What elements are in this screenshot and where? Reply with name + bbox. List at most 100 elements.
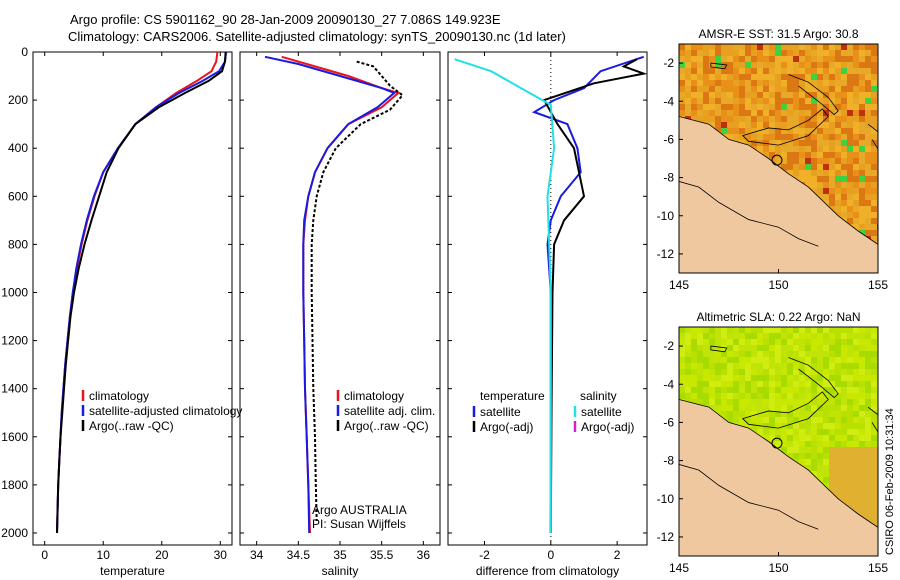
map-cell <box>835 381 841 387</box>
map-cell <box>817 128 823 134</box>
map-cell <box>787 98 793 104</box>
map-cell <box>787 68 793 74</box>
map-cell <box>859 86 865 92</box>
map-cell <box>835 104 841 110</box>
map-cell <box>865 194 871 200</box>
map-cell <box>799 134 805 140</box>
map-cell <box>769 92 775 98</box>
map-cell <box>835 170 841 176</box>
map-cell <box>829 339 835 345</box>
map-cell <box>871 164 877 170</box>
map-cell <box>865 50 871 56</box>
map-cell <box>847 411 853 417</box>
map-cell <box>763 381 769 387</box>
map-cell <box>787 104 793 110</box>
map-cell <box>757 56 763 62</box>
map-cell <box>715 339 721 345</box>
map-cell <box>805 62 811 68</box>
map-cell <box>757 116 763 122</box>
map-cell <box>847 471 853 477</box>
map-cell <box>823 92 829 98</box>
map-cell <box>751 116 757 122</box>
map-cell <box>823 86 829 92</box>
map-cell <box>703 357 709 363</box>
map-cell <box>841 333 847 339</box>
map-cell <box>721 399 727 405</box>
map-cell <box>805 393 811 399</box>
map-cell <box>793 411 799 417</box>
map-cell <box>841 194 847 200</box>
map-cell <box>739 411 745 417</box>
map-cell <box>799 50 805 56</box>
map-cell <box>865 176 871 182</box>
map-cell <box>793 393 799 399</box>
map-cell <box>691 345 697 351</box>
map-cell <box>763 435 769 441</box>
map-cell <box>835 387 841 393</box>
map-cell <box>829 206 835 212</box>
map-cell <box>859 417 865 423</box>
map-cell <box>823 164 829 170</box>
map-cell <box>817 104 823 110</box>
map-cell <box>829 146 835 152</box>
map-cell <box>835 351 841 357</box>
map-cell <box>793 128 799 134</box>
map-cell <box>757 50 763 56</box>
map-cell <box>715 98 721 104</box>
map-cell <box>835 164 841 170</box>
map-cell <box>865 164 871 170</box>
map-cell <box>841 68 847 74</box>
map-cell <box>793 122 799 128</box>
map-cell <box>871 170 877 176</box>
map-cell <box>817 375 823 381</box>
map-cell <box>859 507 865 513</box>
map-cell <box>727 56 733 62</box>
map-cell <box>859 345 865 351</box>
map-y-tick-label: -10 <box>657 492 675 506</box>
map-cell <box>745 98 751 104</box>
map-cell <box>853 218 859 224</box>
map-cell <box>793 50 799 56</box>
map-cell <box>865 212 871 218</box>
map-cell <box>865 387 871 393</box>
map-cell <box>871 110 877 116</box>
x-tick-label: -2 <box>479 548 490 562</box>
map-cell <box>769 116 775 122</box>
map-cell <box>769 86 775 92</box>
map-cell <box>697 351 703 357</box>
legend-label: Argo(..raw -QC) <box>344 419 429 433</box>
map-cell <box>787 92 793 98</box>
map-cell <box>709 381 715 387</box>
map-cell <box>775 393 781 399</box>
map-cell <box>697 68 703 74</box>
map-cell <box>817 92 823 98</box>
map-cell <box>859 495 865 501</box>
map-cell <box>763 74 769 80</box>
map-cell <box>865 128 871 134</box>
map-cell <box>805 44 811 50</box>
map-cell <box>721 74 727 80</box>
map-cell <box>763 56 769 62</box>
map-cell <box>763 333 769 339</box>
map-cell <box>763 375 769 381</box>
map-cell <box>691 351 697 357</box>
map-cell <box>829 447 835 453</box>
map-cell <box>823 345 829 351</box>
map-cell <box>859 447 865 453</box>
map-cell <box>841 411 847 417</box>
map-cell <box>793 333 799 339</box>
map-cell <box>847 98 853 104</box>
map-cell <box>721 92 727 98</box>
map-cell <box>847 417 853 423</box>
map-cell <box>781 441 787 447</box>
map-cell <box>847 68 853 74</box>
map-cell <box>787 345 793 351</box>
map-cell <box>865 375 871 381</box>
map-cell <box>757 345 763 351</box>
map-cell <box>757 429 763 435</box>
map-cell <box>829 182 835 188</box>
map-cell <box>709 375 715 381</box>
map-cell <box>703 387 709 393</box>
map-cell <box>865 333 871 339</box>
map-cell <box>703 369 709 375</box>
